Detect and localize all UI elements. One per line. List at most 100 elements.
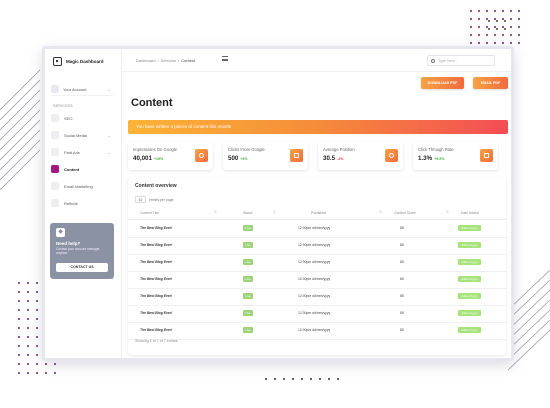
sort-icon[interactable]: ⇅ [273,210,276,214]
date-added-badge: dd/mm/yyyy [458,242,481,248]
decorative-dot [328,378,330,380]
download-pdf-button[interactable]: DOWNLOAD PDF [421,77,464,89]
decorative-dot [502,10,504,12]
status-badge: Live [243,310,253,316]
content-title[interactable]: The Best Blog Ever! [140,294,173,298]
content-title[interactable]: The Best Blog Ever! [140,260,173,264]
sidebar-item-email-marketing[interactable]: Email Marketing [51,180,113,192]
search-input[interactable] [438,58,488,63]
content-score: 85 [400,277,404,281]
decorative-dot [18,363,20,365]
date-added-badge: dd/mm/yyyy [458,327,481,333]
decorative-dot [488,20,490,22]
sidebar-item-refinds[interactable]: Refinds [51,197,113,209]
table-row[interactable]: The Best Blog Ever! Live 12:00pm dd/mm/yyy… [128,288,506,306]
content-title[interactable]: The Best Blog Ever! [140,277,173,281]
help-subtitle: Contact your account manager anytime. [56,247,100,255]
decorative-dot [45,363,47,365]
published-time: 12:00pm dd/mm/yyyy [298,311,331,315]
sidebar-item-seo[interactable]: SEO [51,112,113,124]
hamburger-menu-icon[interactable] [222,56,228,61]
decorative-dot [337,378,339,380]
decorative-dot [18,327,20,329]
decorative-dot [36,300,38,302]
decorative-dot [478,42,480,44]
sort-icon[interactable]: ⇅ [446,210,449,214]
decorative-dot [486,10,488,12]
table-footer: Showing 1 to 7 of 7 entries [135,339,178,343]
sidebar-item-content[interactable]: Content [51,163,113,175]
account-label: Your Account [63,86,87,92]
account-menu[interactable]: Your Account ⌄ [51,83,113,96]
app-logo[interactable]: Magic Dashboard [53,57,104,66]
table-row[interactable]: The Best Blog Ever! Live 12:00pm dd/mm/yyy… [128,237,506,255]
decorative-dot [36,291,38,293]
decorative-dot [486,42,488,44]
decorative-dot [36,372,38,374]
content-title[interactable]: The Best Blog Ever! [140,311,173,315]
sidebar-item-label: Content [64,166,80,172]
content-title[interactable]: The Best Blog Ever! [140,243,173,247]
stat-label: Impressions On Google [133,147,177,152]
decorative-dot [36,282,38,284]
decorative-dot [27,282,29,284]
decorative-dot [18,372,20,374]
published-time: 12:00pm dd/mm/yyyy [298,277,331,281]
table-row[interactable]: The Best Blog Ever! Live 12:00pm dd/mm/yyy… [128,254,506,272]
entries-select[interactable]: 10 [135,196,146,203]
sidebar-item-label: SEO [64,115,73,121]
decorative-dot [54,372,56,374]
entries-label: entries per page [149,197,174,202]
breadcrumb-services[interactable]: Services [160,58,177,63]
contact-us-button[interactable]: CONTACT US [56,263,108,272]
status-badge: Live [243,327,253,333]
table-row[interactable]: The Best Blog Ever! Live 12:00pm dd/mm/yyy… [128,322,506,340]
table-row[interactable]: The Best Blog Ever! Live 12:00pm dd/mm/yyy… [128,305,506,323]
sort-icon[interactable]: ⇅ [379,210,382,214]
card-title: Content overview [135,183,177,189]
email-icon [51,182,59,190]
search-box[interactable] [427,55,495,66]
column-header-date-added[interactable]: Date Added [461,211,479,215]
sort-icon[interactable]: ⇅ [214,210,217,214]
table-row[interactable]: The Best Blog Ever! Live 12:00pm dd/mm/yyy… [128,271,506,289]
decorative-dot [18,345,20,347]
decorative-dot [494,18,496,20]
decorative-dot [27,309,29,311]
decorative-dot [478,34,480,36]
decorative-dot [36,309,38,311]
stat-change: +3% [240,157,248,161]
decorative-dot [18,336,20,338]
content-title[interactable]: The Best Blog Ever! [140,328,173,332]
column-header-score[interactable]: Content Score [394,211,416,215]
column-header-title[interactable]: Content Title [140,211,160,215]
content-title[interactable]: The Best Blog Ever! [140,226,173,230]
breadcrumb-current: Content [181,58,196,63]
date-added-badge: dd/mm/yyyy [458,225,481,231]
breadcrumb: Dashboard / Services / Content [136,58,195,63]
column-header-published[interactable]: Published [311,211,326,215]
sidebar-item-paid-ads[interactable]: Paid Ads ⌄ [51,146,113,158]
breadcrumb-dashboard[interactable]: Dashboard [136,58,156,63]
impressions-icon [195,149,208,162]
stat-value: 40,001 +15% [133,155,164,162]
decorative-dot [301,378,303,380]
decorative-dot [27,327,29,329]
account-icon [51,85,59,93]
decorative-dot [283,378,285,380]
header-divider [122,71,511,72]
published-time: 12:00pm dd/mm/yyyy [298,294,331,298]
sidebar-item-label: Paid Ads [64,149,80,155]
decorative-dot [265,378,267,380]
column-header-status[interactable]: Status [243,211,253,215]
decorative-dot [488,28,490,30]
email-pdf-button[interactable]: EMAIL PDF [473,77,508,89]
sidebar-item-social-media[interactable]: Social Media ⌄ [51,129,113,141]
status-badge: Live [243,276,253,282]
decorative-dot [18,354,20,356]
app-name: Magic Dashboard [66,59,104,64]
published-time: 12:00pm dd/mm/yyyy [298,328,331,332]
table-row[interactable]: The Best Blog Ever! Live 12:00pm dd/mm/yyy… [128,220,506,238]
position-icon [385,149,398,162]
table-header: Content Title ⇅ Status ⇅ Published ⇅ Con… [128,209,506,220]
